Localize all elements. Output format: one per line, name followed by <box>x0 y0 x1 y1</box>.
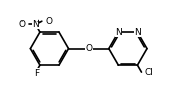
Text: N: N <box>32 20 39 29</box>
Text: O: O <box>85 44 92 53</box>
Text: +: + <box>36 19 41 24</box>
Text: F: F <box>34 69 39 78</box>
Text: -: - <box>21 19 23 24</box>
Text: N: N <box>115 28 122 37</box>
Text: N: N <box>134 28 141 37</box>
Text: O: O <box>45 17 52 26</box>
Text: Cl: Cl <box>145 68 154 77</box>
Text: O: O <box>18 20 25 29</box>
